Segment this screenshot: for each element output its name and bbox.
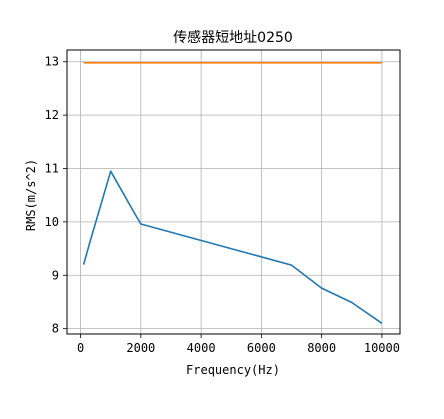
- x-tick-label: 0: [77, 341, 84, 355]
- y-axis-label: RMS(m/s^2): [24, 159, 38, 231]
- grid: [67, 50, 400, 334]
- y-tick-label: 8: [52, 322, 59, 336]
- series-layer: [82, 61, 383, 324]
- x-tick-label: 2000: [126, 341, 155, 355]
- y-tick-label: 9: [52, 268, 59, 282]
- x-tick-label: 8000: [307, 341, 336, 355]
- y-tick-label: 10: [45, 215, 59, 229]
- chart-title: 传感器短地址0250: [173, 29, 293, 46]
- x-tick-label: 10000: [364, 341, 400, 355]
- y-tick-label: 11: [45, 162, 59, 176]
- plot-area-frame: [66, 49, 401, 335]
- series-line-1: [82, 170, 383, 324]
- y-tick-label: 12: [45, 108, 59, 122]
- x-axis-ticks: 0 2000 4000 6000 8000 10000: [77, 334, 400, 355]
- x-tick-label: 4000: [187, 341, 216, 355]
- x-tick-label: 6000: [247, 341, 276, 355]
- y-tick-label: 13: [45, 55, 59, 69]
- y-axis-ticks: 8 9 10 11 12 13: [45, 55, 67, 336]
- x-axis-label: Frequency(Hz): [186, 363, 280, 377]
